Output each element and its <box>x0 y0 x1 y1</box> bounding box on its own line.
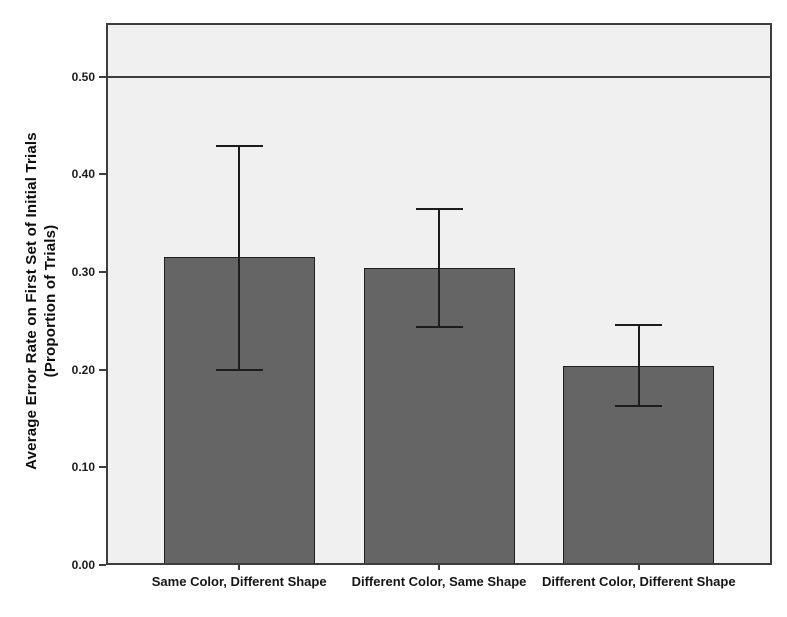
x-category-label-3: Different Color, Different Shape <box>542 574 736 589</box>
x-tick-2 <box>438 565 440 570</box>
error-bar-line-3 <box>637 324 640 406</box>
y-tick-0 <box>99 564 106 566</box>
reference-line-0-50 <box>106 75 772 78</box>
y-tick-label-4: 0.40 <box>71 167 95 182</box>
x-category-label-2: Different Color, Same Shape <box>351 574 527 589</box>
error-bar-cap-high-3 <box>615 323 663 326</box>
y-tick-4 <box>99 173 106 176</box>
error-bar-cap-low-2 <box>415 325 463 328</box>
y-axis-title: Average Error Rate on First Set of Initi… <box>22 1 62 601</box>
y-tick-5 <box>99 75 106 78</box>
plot-area <box>106 23 772 565</box>
x-tick-3 <box>637 565 640 570</box>
y-tick-label-5: 0.50 <box>71 69 95 84</box>
y-tick-label-3: 0.30 <box>71 265 95 280</box>
y-tick-1 <box>99 466 106 469</box>
y-tick-3 <box>99 271 106 274</box>
y-axis-title-line2: (Proportion of Trials) <box>42 224 59 378</box>
x-category-label-1: Same Color, Different Shape <box>151 574 327 589</box>
y-tick-label-2: 0.20 <box>71 362 95 377</box>
error-bar-cap-low-3 <box>615 404 663 407</box>
error-bar-cap-low-1 <box>215 368 263 371</box>
error-bar-cap-high-1 <box>215 145 263 148</box>
error-bar-line-1 <box>238 146 241 370</box>
y-tick-label-1: 0.10 <box>71 460 95 475</box>
y-tick-2 <box>99 368 106 371</box>
y-axis-title-line1: Average Error Rate on First Set of Initi… <box>23 132 40 470</box>
error-bar-cap-high-2 <box>415 207 463 210</box>
error-bar-line-2 <box>438 208 440 327</box>
x-tick-1 <box>238 565 241 570</box>
y-tick-label-0: 0.00 <box>71 558 95 572</box>
